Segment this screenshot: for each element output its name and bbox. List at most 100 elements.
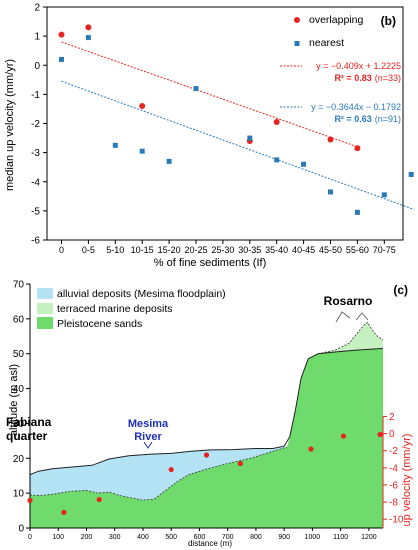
b-y-tick-label: -2 bbox=[31, 119, 40, 130]
b-x-tick-label: 40-45 bbox=[292, 245, 315, 255]
velocity-point bbox=[308, 446, 314, 452]
b-y-tick-label: -6 bbox=[31, 236, 40, 247]
b-x-tick-label: 0 bbox=[59, 245, 64, 255]
velocity-point bbox=[96, 496, 102, 503]
legend-nearest-marker bbox=[294, 41, 300, 46]
panel-b-scatter: -6 -5 -4 -3 -2 -1 0 1 2 0 0-5 5-10 10-15 15-20 20-25 2… bbox=[4, 3, 415, 269]
pleistocene-layer bbox=[30, 348, 383, 528]
c-x-tick-label: 1000 bbox=[305, 534, 321, 541]
c-x-tick-label: 1200 bbox=[361, 534, 377, 541]
point-nearest bbox=[85, 35, 91, 41]
b-panel-label: (b) bbox=[381, 14, 396, 28]
alluvial-layer bbox=[30, 446, 287, 501]
c-y2-tick-label: -6 bbox=[389, 480, 398, 491]
rosarno-building-icon bbox=[335, 311, 351, 323]
legend-terraced-swatch bbox=[37, 303, 53, 314]
overlapping-r2-group: R² = 0.83 (n=33) bbox=[334, 73, 401, 83]
point-nearest bbox=[408, 171, 414, 177]
velocity-point bbox=[203, 452, 210, 458]
c-y2-tick-label: -4 bbox=[389, 463, 398, 474]
c-y-tick-label: 40 bbox=[13, 384, 25, 395]
velocity-point bbox=[237, 460, 243, 467]
nearest-r2: R² = 0.63 bbox=[334, 114, 371, 124]
c-y2-tick-label: -2 bbox=[389, 446, 398, 457]
b-y-tick-label: -4 bbox=[31, 177, 40, 188]
annotation-river: River bbox=[134, 431, 162, 443]
point-nearest bbox=[274, 157, 280, 163]
c-y-axis-label: altitude (m asl) bbox=[8, 364, 20, 436]
rosarno-building-icon-2 bbox=[355, 312, 369, 321]
b-x-tick-label: 10-15 bbox=[131, 245, 154, 255]
b-x-tick-label: 25-30 bbox=[211, 245, 234, 255]
b-x-tick-label: 45-50 bbox=[319, 245, 342, 255]
overlapping-n: (n=33) bbox=[375, 73, 401, 83]
c-x-tick-label: 700 bbox=[222, 534, 234, 541]
overlapping-r2: R² = 0.83 bbox=[334, 73, 371, 83]
c-y-tick-label: 30 bbox=[13, 419, 25, 430]
c-x-tick-label: 500 bbox=[165, 534, 177, 541]
c-y-tick-label: 70 bbox=[13, 280, 25, 291]
b-x-tick-label: 15-20 bbox=[158, 245, 181, 255]
nearest-r2-group: R² = 0.63 (n=91) bbox=[334, 114, 401, 124]
trendline-nearest bbox=[61, 80, 415, 210]
velocity-point bbox=[168, 466, 174, 473]
legend-overlapping-label: overlapping bbox=[309, 14, 363, 26]
c-x-tick-label: 300 bbox=[109, 534, 121, 541]
point-overlapping bbox=[327, 136, 334, 143]
legend-alluvial-label: alluvial deposits (Mesima floodplain) bbox=[57, 288, 226, 300]
point-nearest bbox=[328, 189, 333, 195]
c-x-tick-label: 100 bbox=[52, 534, 64, 541]
point-nearest bbox=[59, 56, 64, 62]
c-y-tick-label: 10 bbox=[13, 489, 25, 500]
point-overlapping bbox=[85, 24, 92, 31]
annotation-mesima: Mesima bbox=[128, 418, 169, 430]
b-y-tick-label: -5 bbox=[31, 206, 40, 217]
point-overlapping bbox=[273, 119, 280, 126]
point-nearest bbox=[166, 158, 172, 164]
velocity-point bbox=[377, 431, 383, 438]
b-x-tick-label: 35-40 bbox=[265, 245, 288, 255]
annotation-quarter: quarter bbox=[6, 429, 48, 443]
c-y2-tick-label: 0 bbox=[389, 429, 395, 440]
c-x-tick-label: 800 bbox=[250, 534, 262, 541]
c-y-tick-label: 50 bbox=[13, 349, 25, 360]
legend-overlapping-marker bbox=[294, 17, 300, 23]
c-x-tick-label: 0 bbox=[28, 534, 32, 541]
point-nearest bbox=[301, 161, 307, 167]
b-y-tick-label: 0 bbox=[34, 61, 40, 72]
b-x-tick-label: 30-35 bbox=[238, 245, 261, 255]
c-x-tick-label: 1100 bbox=[333, 534, 348, 541]
b-y-axis-label: median up velocity (mm/yr) bbox=[4, 59, 16, 191]
c-x-tick-label: 600 bbox=[194, 534, 206, 541]
terraced-marine-layer bbox=[318, 322, 383, 354]
b-y-tick-label: -3 bbox=[31, 148, 40, 159]
c-y-tick-label: 60 bbox=[13, 314, 25, 325]
c-geology-layers bbox=[29, 321, 384, 528]
velocity-point bbox=[27, 497, 33, 503]
c-x-tick-label: 900 bbox=[278, 534, 290, 541]
b-y-tick-label: 1 bbox=[34, 32, 40, 43]
b-x-tick-label: 5-10 bbox=[106, 245, 124, 255]
nearest-n: (n=91) bbox=[375, 114, 401, 124]
point-nearest bbox=[381, 192, 387, 198]
point-nearest bbox=[139, 148, 145, 154]
legend-pleistocene-swatch bbox=[37, 317, 53, 329]
c-y-tick-label: 20 bbox=[13, 454, 25, 465]
annotation-fabiana: Fabiana bbox=[6, 415, 52, 429]
c-y-tick-label: 0 bbox=[18, 524, 24, 535]
velocity-point bbox=[61, 509, 67, 515]
sand-top-boundary bbox=[29, 446, 288, 501]
point-overlapping bbox=[58, 31, 65, 38]
b-x-tick-label: 55-60 bbox=[346, 245, 369, 255]
point-nearest bbox=[354, 209, 360, 215]
b-x-tick-label: 0-5 bbox=[82, 245, 95, 255]
nearest-equation: y = −0.3644x − 0.1792 bbox=[311, 102, 401, 112]
b-x-axis-label: % of fine sediments (If) bbox=[154, 257, 267, 269]
ground-surface-line bbox=[29, 348, 384, 476]
c-y2-axis-label: up velocity (mm/yr) bbox=[401, 434, 413, 527]
river-marker-icon bbox=[143, 441, 153, 449]
point-nearest bbox=[112, 142, 118, 148]
legend-terraced-label: terraced marine deposits bbox=[57, 303, 173, 315]
c-y2-tick-label: -10 bbox=[389, 515, 404, 526]
